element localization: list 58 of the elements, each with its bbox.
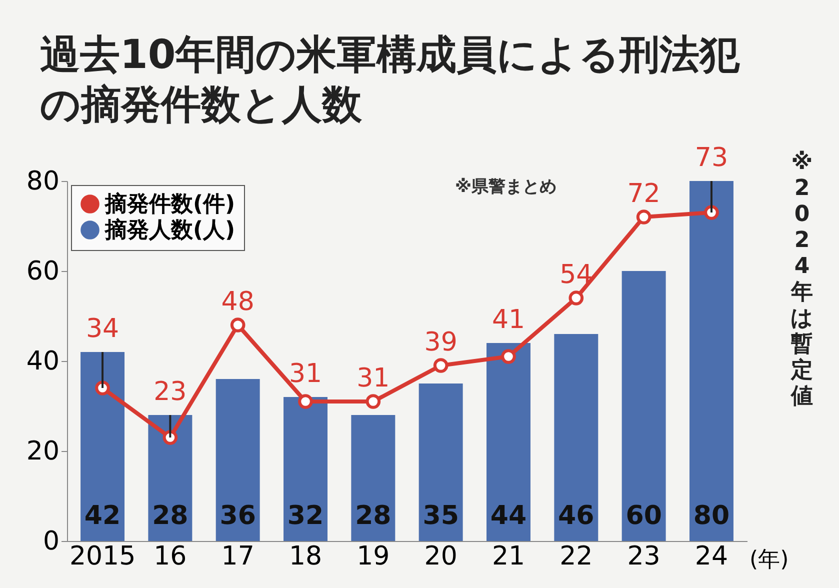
point: [568, 290, 584, 306]
bar: [80, 352, 125, 541]
y-tick-label: 80: [26, 166, 60, 196]
x-tick-label: 21: [492, 542, 526, 572]
y-tick-label: 0: [42, 526, 60, 556]
point: [298, 394, 313, 409]
x-tick-label: 17: [221, 542, 254, 572]
bar: [622, 271, 666, 541]
point: [636, 210, 652, 224]
data-label: 80: [693, 501, 730, 531]
y-tick-label: 60: [26, 256, 60, 286]
x-tick-label: 20: [424, 542, 458, 572]
data-label: 28: [355, 501, 392, 531]
annotation: ※県警まとめ: [455, 176, 557, 198]
bar: [486, 343, 530, 541]
x-tick-label: 18: [288, 542, 322, 572]
x-tick-label: 16: [154, 542, 187, 572]
data-label: 23: [154, 377, 187, 407]
text: ※2024年は暫定値: [790, 150, 814, 409]
data-label: 34: [86, 314, 120, 344]
data-label: 44: [490, 501, 527, 531]
legend-label: 摘発件数(件): [104, 191, 236, 217]
data-label: 35: [422, 501, 459, 531]
x-axis-title: (年): [750, 548, 789, 572]
bar: [689, 181, 734, 541]
data-label: 46: [558, 501, 594, 531]
data-label: 32: [287, 501, 324, 531]
point: [501, 349, 516, 364]
bar: [554, 334, 598, 541]
x-tick-label: 22: [560, 542, 593, 572]
data-label: 54: [560, 260, 593, 290]
data-label: 31: [288, 359, 322, 389]
x-tick-label: 2015: [69, 542, 136, 572]
bar: [216, 379, 260, 541]
legend-label: 摘発人数(人): [104, 217, 236, 243]
data-label: 60: [626, 501, 662, 531]
chart-title: 過去10年間の米軍構成員による刑法犯の摘発件数と人数: [40, 31, 741, 130]
data-label: 36: [220, 501, 256, 531]
x-tick-label: 19: [356, 542, 390, 572]
bar: [418, 384, 463, 541]
point: [230, 318, 246, 332]
data-label: 28: [152, 501, 188, 531]
data-label: 39: [424, 328, 458, 358]
bar: [284, 397, 328, 541]
data-label: 31: [356, 364, 390, 394]
y-tick-label: 40: [26, 346, 60, 376]
bar: [148, 415, 192, 541]
y-tick-label: 20: [26, 436, 60, 466]
data-label: 41: [492, 305, 526, 335]
point: [366, 394, 381, 409]
data-label: 72: [627, 179, 660, 209]
data-label: 73: [694, 143, 728, 173]
data-label: 48: [221, 287, 254, 317]
data-label: 42: [84, 501, 121, 531]
bar: [351, 415, 396, 541]
x-tick-label: 23: [627, 542, 660, 572]
point: [433, 358, 448, 373]
x-tick-label: 24: [694, 542, 728, 572]
